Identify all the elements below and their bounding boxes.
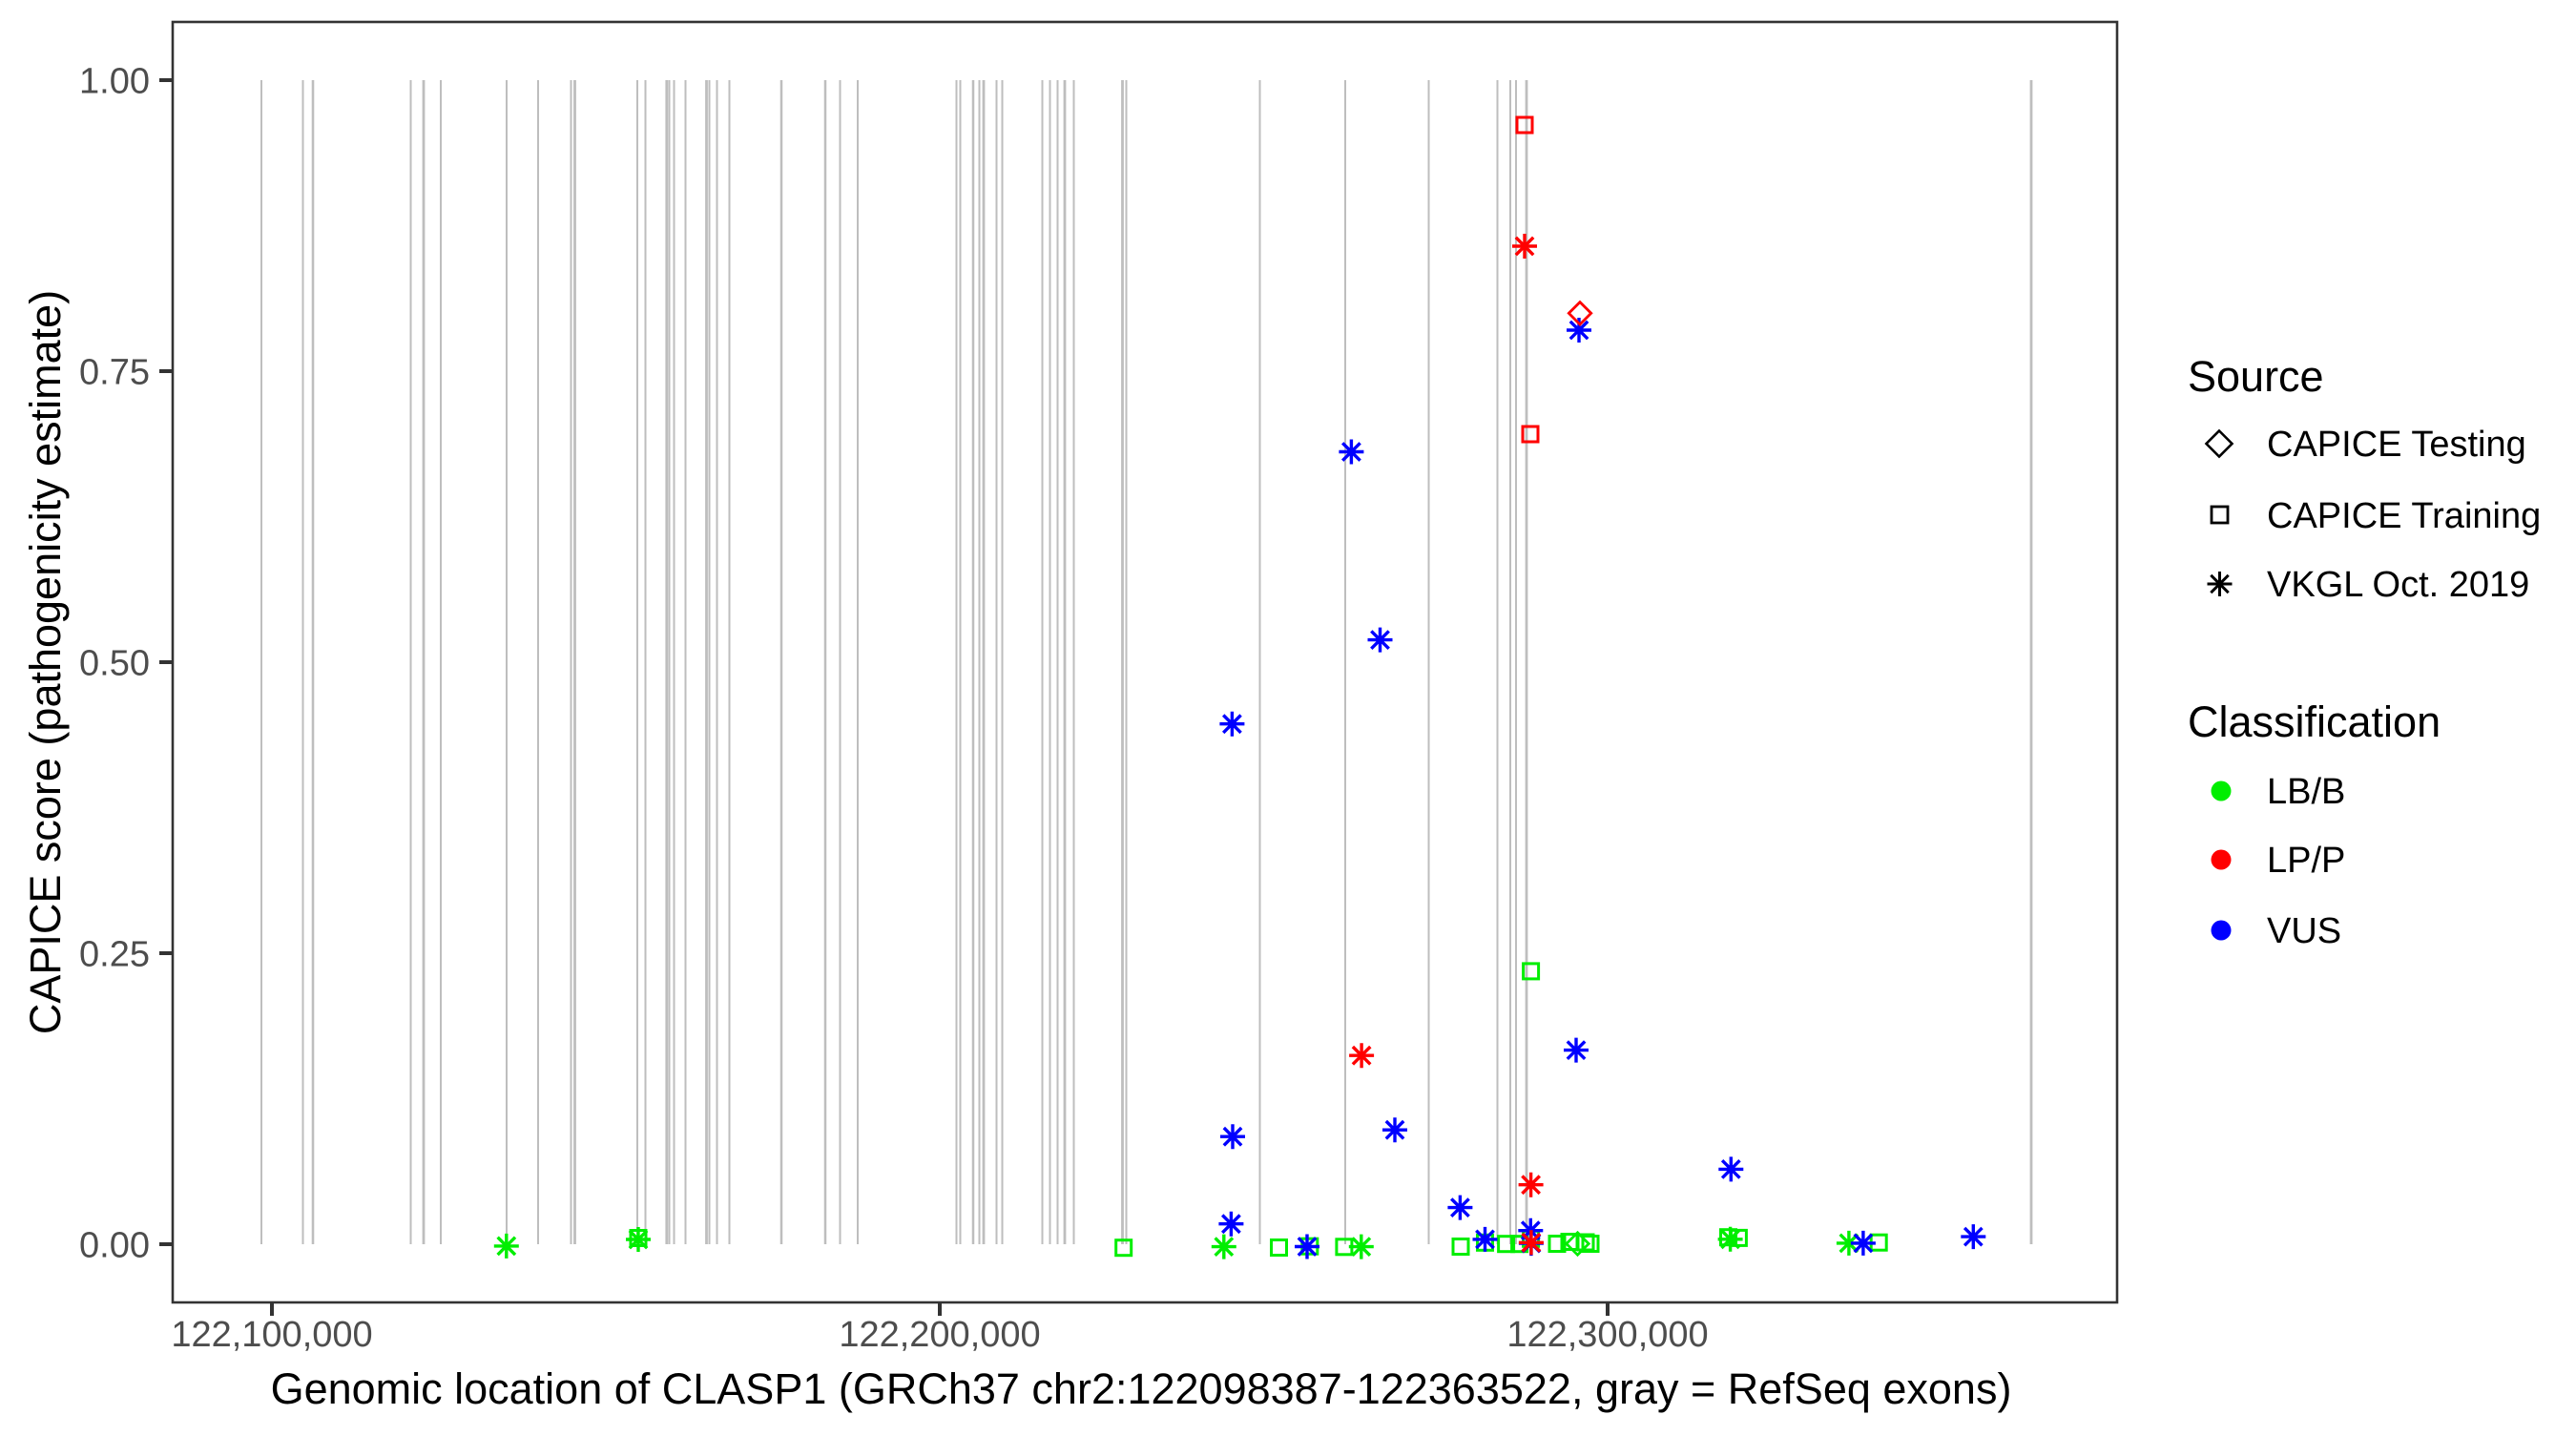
- svg-text:0.50: 0.50: [79, 644, 150, 684]
- svg-text:1.00: 1.00: [79, 62, 150, 102]
- svg-text:0.75: 0.75: [79, 353, 150, 393]
- svg-text:LP/P: LP/P: [2267, 841, 2345, 881]
- svg-text:LB/B: LB/B: [2267, 772, 2345, 812]
- svg-text:CAPICE Training: CAPICE Training: [2267, 496, 2541, 536]
- svg-text:Genomic location of CLASP1 (GR: Genomic location of CLASP1 (GRCh37 chr2:…: [271, 1364, 2012, 1413]
- svg-text:CAPICE score (pathogenicity es: CAPICE score (pathogenicity estimate): [21, 290, 70, 1034]
- svg-text:Classification: Classification: [2188, 697, 2441, 746]
- svg-text:CAPICE Testing: CAPICE Testing: [2267, 425, 2526, 465]
- svg-text:Source: Source: [2188, 352, 2324, 401]
- svg-text:122,300,000: 122,300,000: [1506, 1315, 1708, 1355]
- svg-text:122,200,000: 122,200,000: [839, 1315, 1040, 1355]
- svg-text:0.00: 0.00: [79, 1226, 150, 1266]
- svg-text:VKGL Oct. 2019: VKGL Oct. 2019: [2267, 565, 2529, 605]
- svg-text:VUS: VUS: [2267, 911, 2341, 951]
- svg-text:122,100,000: 122,100,000: [171, 1315, 372, 1355]
- svg-text:0.25: 0.25: [79, 935, 150, 975]
